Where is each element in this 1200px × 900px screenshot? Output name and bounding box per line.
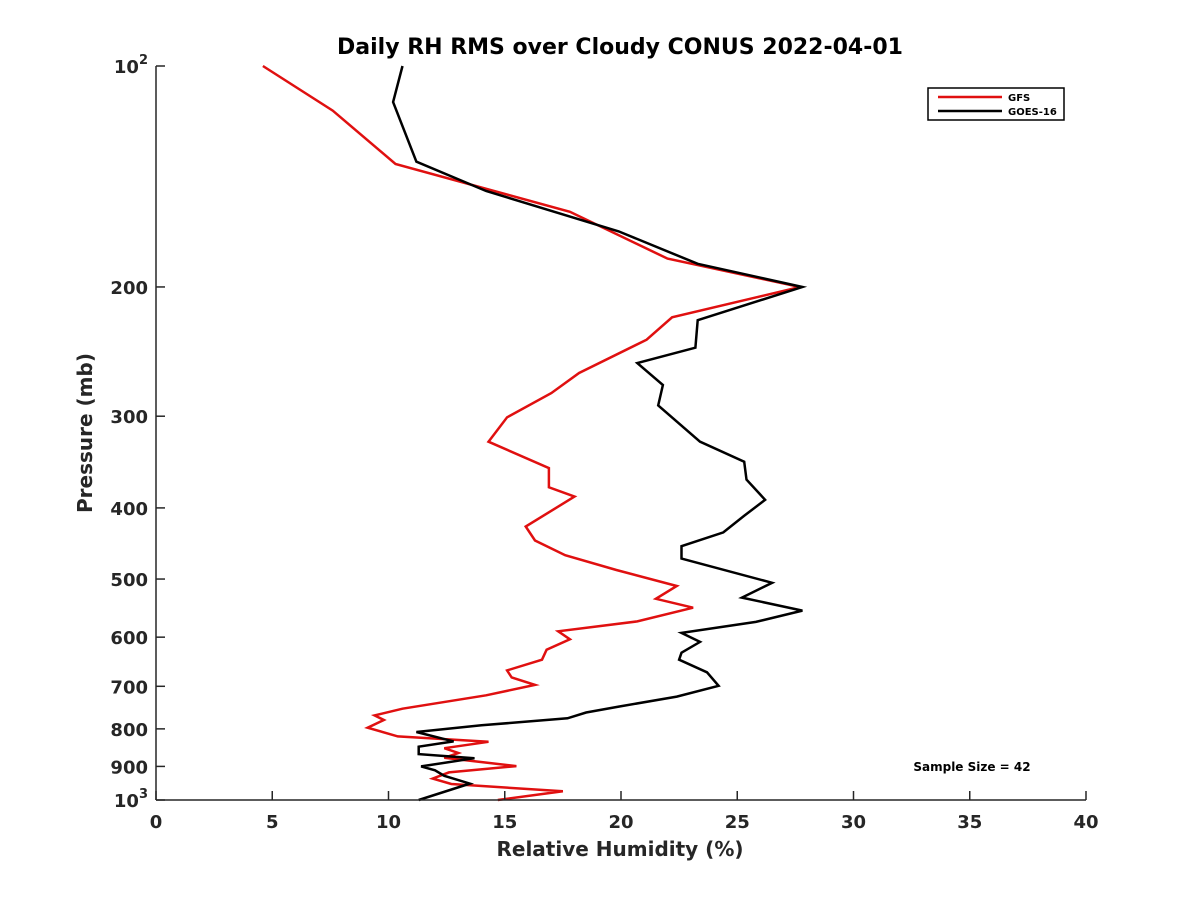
x-tick-label: 0: [150, 812, 163, 833]
y-tick-label: 900: [110, 757, 148, 778]
x-tick-label: 30: [841, 812, 866, 833]
legend-box: [927, 87, 1065, 121]
y-tick-label: 102: [114, 53, 148, 78]
legend: GFS GOES-16: [927, 87, 1065, 121]
y-tick-label: 600: [110, 628, 148, 649]
legend-label-goes16: GOES-16: [1008, 107, 1057, 118]
legend-label-gfs: GFS: [1008, 93, 1030, 104]
sample-size-annotation: Sample Size = 42: [913, 760, 1030, 774]
ticks-layer: 0 5 10 15 20 25 30 35 40 102 200 300 400 500 600 700 800…: [110, 53, 1098, 833]
x-tick-label: 25: [725, 812, 750, 833]
x-tick-label: 5: [266, 812, 279, 833]
x-tick-label: 35: [957, 812, 982, 833]
y-tick-label: 300: [110, 407, 148, 428]
series-line-goes-16: [391, 65, 808, 802]
y-tick-label: 500: [110, 570, 148, 591]
y-axis-label: Pressure (mb): [73, 353, 97, 513]
x-tick-label: 10: [376, 812, 401, 833]
y-tick-label: 200: [110, 278, 148, 299]
plot-background: [156, 66, 1086, 800]
y-tick-label: 103: [114, 787, 148, 812]
y-tick-label: 800: [110, 720, 148, 741]
series-line-gfs: [262, 64, 801, 802]
x-tick-label: 15: [492, 812, 517, 833]
series-layer: [262, 64, 808, 802]
y-tick-label: 700: [110, 677, 148, 698]
chart-title: Daily RH RMS over Cloudy CONUS 2022-04-0…: [337, 35, 903, 60]
x-tick-label: 20: [608, 812, 633, 833]
y-tick-label: 400: [110, 499, 148, 520]
x-tick-label: 40: [1073, 812, 1098, 833]
x-axis-label: Relative Humidity (%): [496, 837, 743, 861]
